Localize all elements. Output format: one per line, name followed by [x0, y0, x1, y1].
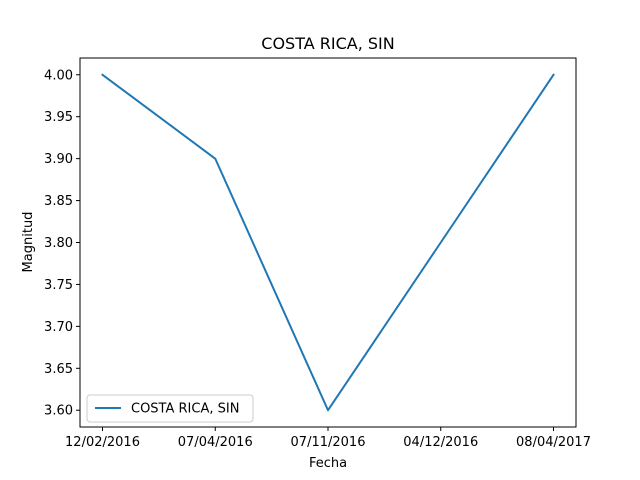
y-tick-label: 3.95 [44, 110, 73, 125]
y-tick-label: 3.60 [44, 404, 73, 419]
series-line [101, 73, 555, 412]
x-tick-label: 04/12/2016 [403, 435, 478, 450]
legend-box [86, 394, 254, 423]
legend-label: COSTA RICA, SIN [131, 402, 239, 417]
y-tick-label: 3.90 [44, 152, 73, 167]
x-tick-label: 12/02/2016 [65, 435, 140, 450]
chart-title: COSTA RICA, SIN [261, 34, 394, 53]
y-axis-label: Magnitud [21, 212, 36, 273]
x-tick-label: 07/11/2016 [291, 435, 366, 450]
y-tick-label: 4.00 [44, 68, 73, 83]
legend: COSTA RICA, SIN [86, 394, 254, 423]
x-tick-label: 07/04/2016 [178, 435, 253, 450]
plot-area: 3.60 3.65 3.70 3.75 3.80 3.85 3.90 3.95 4.00 12/0… [44, 57, 591, 450]
y-tick-label: 3.85 [44, 194, 73, 209]
y-tick-label: 3.70 [44, 320, 73, 335]
y-tick-label: 3.75 [44, 278, 73, 293]
y-tick-label: 3.80 [44, 236, 73, 251]
y-tick-label: 3.65 [44, 362, 73, 377]
x-axis-label: Fecha [309, 456, 347, 471]
x-tick-label: 08/04/2017 [516, 435, 591, 450]
